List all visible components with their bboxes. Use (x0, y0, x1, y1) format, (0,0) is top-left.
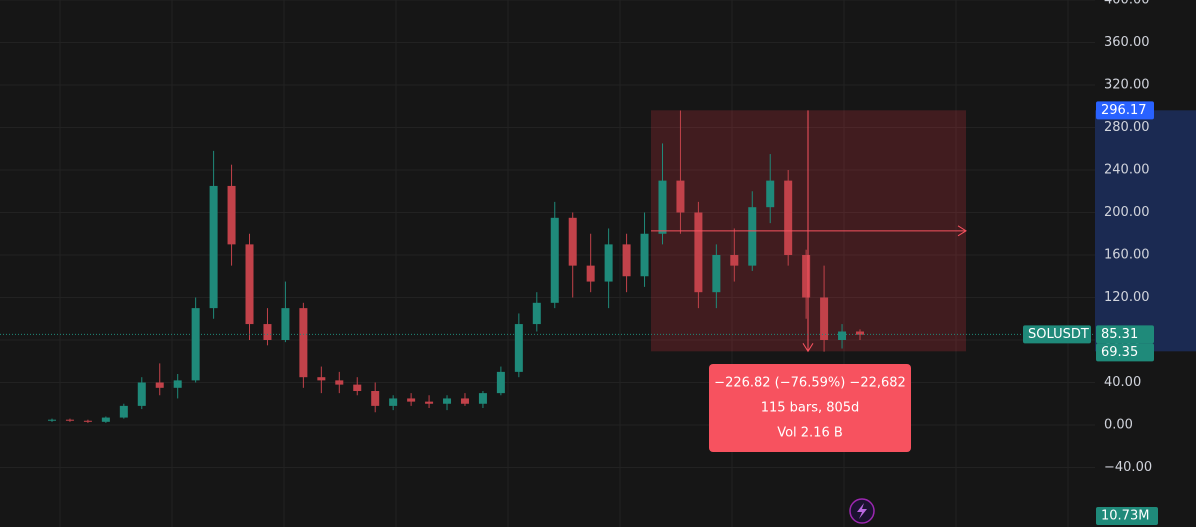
candle-body (658, 180, 667, 234)
candle-body (604, 244, 613, 282)
candle-body (155, 382, 164, 388)
volume-tag-text: 10.73M (1101, 509, 1149, 524)
candle-body (460, 398, 469, 404)
y-tick-label: 160.00 (1104, 248, 1150, 263)
candle-body (48, 419, 56, 421)
range-high-tag: 296.17 (1096, 101, 1154, 120)
candle-body (712, 255, 721, 293)
candle-body (532, 302, 541, 325)
candle-body (640, 233, 649, 277)
measure-v-arrow (802, 343, 814, 353)
candle-body (550, 217, 559, 303)
tooltip-box (709, 364, 911, 452)
last-price-tag-bg (1096, 325, 1154, 344)
candle-body (371, 391, 380, 406)
measure-tooltip: −226.82 (−76.59%) −22,682 115 bars, 805d V… (709, 364, 911, 452)
candle-body (496, 371, 505, 394)
y-tick-label: 280.00 (1104, 120, 1150, 135)
candle-body (766, 180, 775, 208)
candle-body (478, 393, 487, 404)
candle-body (299, 308, 308, 378)
range-high-tag-text: 296.17 (1101, 103, 1147, 118)
y-tick-label: 320.00 (1104, 78, 1150, 93)
candle-body (119, 405, 128, 418)
candle-body (694, 212, 703, 293)
tooltip-change: −226.82 (−76.59%) −22,682 (714, 376, 906, 391)
volume-tag: 10.73M (1096, 507, 1158, 525)
tooltip-volume: Vol 2.16 B (777, 426, 843, 441)
candle-body (586, 265, 595, 282)
candle-body (514, 324, 523, 372)
candle-body (281, 308, 290, 340)
y-tick-label: 120.00 (1104, 290, 1150, 305)
candle-body (317, 377, 326, 381)
y-tick-label: −40.00 (1104, 460, 1152, 475)
candle-body (227, 185, 236, 245)
y-tick-label: 40.00 (1104, 375, 1141, 390)
measure-h-arrow (957, 225, 967, 237)
price-axis: −40.000.0040.0080.00120.00160.00200.0024… (1023, 0, 1196, 525)
range-low-tag: 69.35 (1096, 343, 1154, 362)
candle-body (748, 207, 757, 266)
candle-body (622, 244, 631, 277)
last-price-tag: 85.31 (1096, 325, 1154, 344)
candle-body (838, 331, 847, 340)
axis-range-highlight (1095, 110, 1196, 352)
y-tick-label: 360.00 (1104, 35, 1150, 50)
tooltip-span: 115 bars, 805d (761, 401, 860, 416)
symbol-tag-text: SOLUSDT (1028, 327, 1089, 342)
candle-body (425, 401, 434, 404)
symbol-tag-bg (1023, 325, 1091, 344)
candle-body (802, 255, 811, 298)
candle-body (730, 255, 739, 266)
candle-body (353, 384, 362, 391)
candle-body (335, 380, 344, 385)
plot: −226.82 (−76.59%) −22,682 115 bars, 805d V… (0, 110, 1095, 452)
range-low-tag-bg (1096, 343, 1154, 362)
y-tick-label: 0.00 (1104, 418, 1133, 433)
y-tick-label: 240.00 (1104, 163, 1150, 178)
y-tick-label: 200.00 (1104, 205, 1150, 220)
y-tick-label: 400.00 (1104, 0, 1150, 8)
candle-body (65, 419, 74, 421)
candle-body (83, 420, 92, 422)
candle-body (676, 180, 685, 213)
candle-body (407, 398, 416, 402)
candle-body (245, 244, 254, 325)
candle-body (784, 180, 793, 255)
candle-body (137, 382, 146, 406)
range-high-tag-bg (1096, 101, 1154, 120)
candle-body (820, 297, 829, 340)
candle-body (101, 417, 110, 422)
candle-body (209, 185, 218, 309)
candle-body (443, 398, 452, 404)
candle-body (191, 308, 200, 381)
candle-body (389, 398, 398, 406)
candle-body (568, 217, 577, 266)
range-low-tag-text: 69.35 (1101, 345, 1138, 360)
candle-body (173, 380, 182, 388)
symbol-tag: SOLUSDT (1023, 325, 1091, 344)
alert-button[interactable] (849, 498, 875, 524)
last-price-tag-text: 85.31 (1101, 327, 1138, 342)
volume-tag-bg (1096, 507, 1158, 525)
candle-body (856, 331, 864, 335)
candle-body (263, 324, 272, 340)
